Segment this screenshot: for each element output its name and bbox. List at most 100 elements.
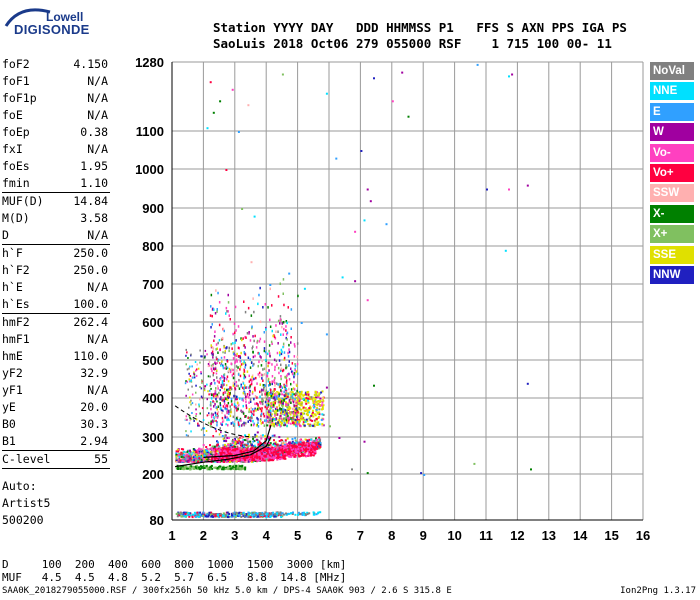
param-row-d: D N/A <box>2 227 110 244</box>
echo-point <box>300 453 303 455</box>
echo-point <box>245 336 247 339</box>
echo-point <box>281 445 284 448</box>
echo-point <box>230 408 232 411</box>
echo-point <box>280 400 283 403</box>
echo-point <box>250 456 253 459</box>
echo-point <box>285 366 287 370</box>
echo-point <box>267 413 270 416</box>
echo-point <box>279 382 281 386</box>
echo-point <box>213 449 216 452</box>
echo-point <box>299 416 302 419</box>
echo-point <box>274 401 276 405</box>
echo-point <box>228 394 230 397</box>
echo-point <box>290 341 292 344</box>
echo-point <box>233 322 236 325</box>
echo-point <box>300 397 303 400</box>
echo-point <box>191 385 193 388</box>
echo-point <box>316 447 318 450</box>
echo-point <box>182 454 185 456</box>
echo-point <box>212 363 215 365</box>
echo-point <box>305 413 308 415</box>
echo-point <box>201 407 204 410</box>
echo-point <box>200 460 202 463</box>
echo-point <box>223 345 226 349</box>
echo-point <box>214 330 216 333</box>
echo-point <box>266 419 269 423</box>
echo-point <box>215 397 217 401</box>
echo-point <box>288 441 291 444</box>
echo-point <box>215 372 218 375</box>
echo-point <box>196 454 198 457</box>
echo-point <box>271 419 274 422</box>
echo-point <box>229 442 232 445</box>
param-value: 4.150 <box>73 57 108 71</box>
echo-point <box>253 310 255 314</box>
echo-point <box>219 377 222 380</box>
echo-point <box>304 447 307 450</box>
echo-point <box>291 438 294 440</box>
echo-point <box>295 407 297 410</box>
echo-point <box>247 440 250 443</box>
echo-point <box>227 410 229 413</box>
echo-point <box>256 382 258 385</box>
echo-point <box>186 368 189 371</box>
echo-point <box>215 444 218 447</box>
echo-point <box>232 352 235 355</box>
echo-point <box>281 322 284 325</box>
echo-point <box>277 383 279 386</box>
echo-point <box>301 441 304 443</box>
echo-point <box>231 451 233 454</box>
echo-point <box>252 364 254 367</box>
echo-point <box>296 409 299 412</box>
echo-point <box>312 400 315 403</box>
echo-point <box>195 418 198 421</box>
echo-point <box>281 443 284 446</box>
echo-point <box>230 459 233 462</box>
echo-point <box>308 454 311 457</box>
echo-point <box>248 380 251 383</box>
echo-point <box>303 424 306 427</box>
echo-point <box>201 452 204 455</box>
echo-point <box>231 446 234 449</box>
echo-point <box>251 325 253 328</box>
echo-point <box>255 452 258 455</box>
echo-point <box>302 417 305 420</box>
echo-point <box>244 459 247 462</box>
echo-point <box>272 409 274 412</box>
echo-point <box>267 446 270 449</box>
echo-point <box>286 412 288 415</box>
echo-point <box>272 405 275 408</box>
echo-point <box>203 455 206 457</box>
echo-point <box>283 445 286 447</box>
echo-point <box>193 460 196 463</box>
echo-point <box>274 412 276 416</box>
echo-point <box>298 451 301 454</box>
echo-point <box>287 414 289 418</box>
echo-point <box>224 351 226 354</box>
echo-point <box>292 387 295 390</box>
echo-point <box>285 336 287 340</box>
echo-point <box>231 374 234 377</box>
echo-point <box>212 393 215 396</box>
echo-point <box>200 355 202 358</box>
echo-point <box>210 305 212 308</box>
echo-point <box>273 334 275 337</box>
echo-point <box>293 442 296 445</box>
echo-point <box>264 400 267 404</box>
echo-point <box>283 457 286 460</box>
echo-point <box>239 356 242 359</box>
echo-point <box>195 413 198 415</box>
echo-point <box>252 355 255 359</box>
echo-point <box>219 450 222 453</box>
echo-point <box>205 430 208 432</box>
echo-point <box>273 378 276 382</box>
echo-point <box>193 419 195 422</box>
echo-point <box>273 410 276 413</box>
echo-point <box>208 364 211 367</box>
echo-point <box>284 405 287 407</box>
param-row-hes: h`Es 100.0 <box>2 296 110 313</box>
echo-point <box>200 371 202 373</box>
echo-point <box>273 335 276 339</box>
echo-point <box>240 436 243 439</box>
digisonde-logo: Lowell DIGISONDE <box>0 0 110 44</box>
